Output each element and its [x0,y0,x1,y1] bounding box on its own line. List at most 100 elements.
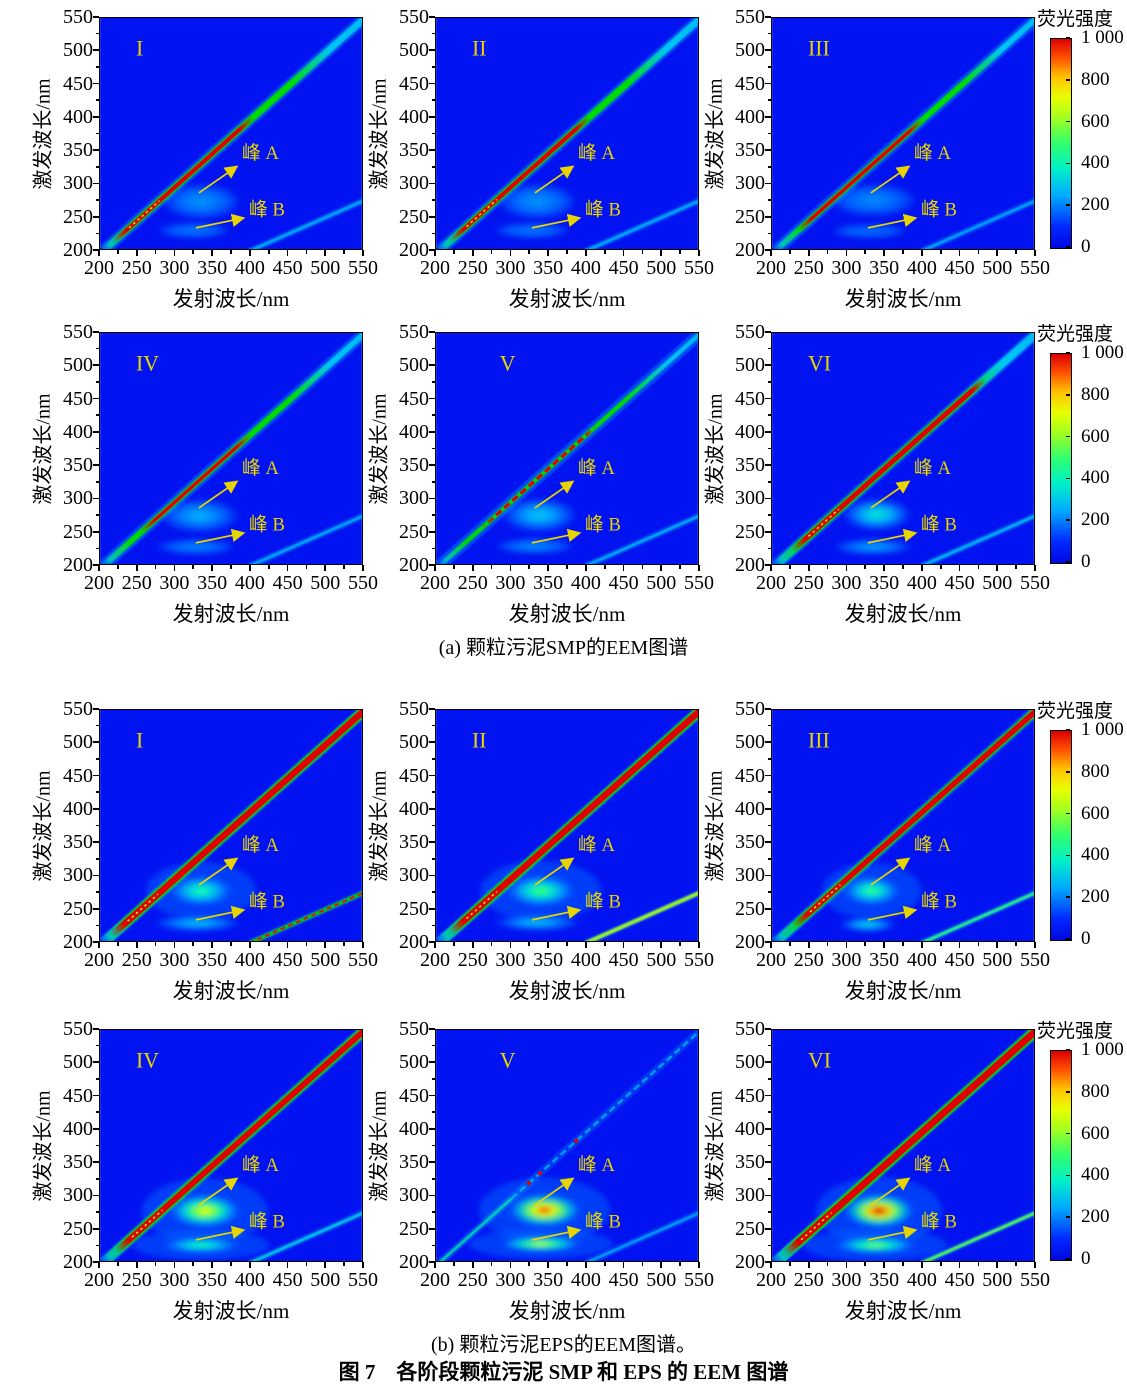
x-axis-minor-tick [192,942,195,946]
y-axis-minor-tick [95,1044,99,1047]
y-tick-label: 450 [399,1084,429,1107]
x-axis-tick [286,1262,289,1268]
subplot-numeral: II [472,729,487,753]
x-axis-tick [883,250,885,256]
colorbar-tick-label: 800 [1081,68,1110,90]
y-axis-title-text: 激发波长/nm [368,1089,391,1202]
y-axis-minor-tick [767,132,771,135]
y-axis-tick [93,1128,99,1130]
y-tick-label: 450 [63,764,93,787]
x-axis-minor-tick [789,250,791,254]
colorbar-tick-label: 400 [1081,844,1110,866]
x-axis-minor-tick [117,942,119,946]
eem-cell-a-I: 激发波长/nm 200 200 250 250 300 300 350 350 400 400 450… [29,7,379,317]
x-tick-label: 300 [495,949,526,971]
y-axis-minor-tick [431,447,435,450]
x-tick-label: 200 [84,257,114,279]
rayleigh-speckle [466,198,498,228]
eem-cell-a-III: 激发波长/nm 200 200 250 250 300 300 350 350 400 400 450… [701,7,1051,317]
y-axis-tick [93,331,99,333]
y-axis-tick [429,741,435,744]
y-axis-tick [429,397,435,400]
rayleigh-speckle [128,200,160,229]
y-tick-label: 500 [399,354,429,377]
x-axis-tick [324,250,327,256]
x-axis-tick [173,942,176,948]
y-axis-minor-tick [767,724,771,727]
y-axis-tick [765,808,771,810]
y-tick-label: 300 [399,172,429,195]
y-axis-minor-tick [767,199,771,201]
x-axis-minor-tick [902,565,904,569]
x-axis-minor-tick [864,1262,867,1266]
rayleigh-speckle [466,890,498,920]
y-axis-title: 激发波长/nm [365,1029,391,1262]
y-tick-label: 550 [63,6,93,28]
x-tick-label: 250 [121,257,152,279]
peak-a-arrow [534,480,575,509]
y-tick-label: 450 [63,72,93,95]
x-axis-title: 发射波长/nm [172,602,290,626]
y-axis-tick [429,1161,435,1163]
x-axis-minor-tick [453,942,455,946]
x-axis-minor-tick [453,565,455,569]
y-tick-label: 250 [399,897,429,920]
y-axis-tick [429,941,435,943]
x-axis-title: 发射波长/nm [844,979,962,1003]
y-tick-label: 400 [63,1117,93,1140]
y-axis-title-text: 激发波长/nm [32,1089,55,1202]
y-axis-tick [93,1061,99,1064]
x-axis-title: 发射波长/nm [508,979,626,1003]
subplot-numeral: I [136,37,143,61]
peak-b-label: 峰 B [921,513,957,535]
x-axis-tick [883,565,885,571]
x-axis-tick [698,942,700,948]
y-tick-label: 200 [735,931,765,953]
y-tick-label: 300 [735,172,765,195]
rayleigh-speckle [809,884,841,913]
y-axis-tick [429,215,435,218]
y-tick-label: 350 [735,1151,765,1174]
eem-cell-b-II: 激发波长/nm 200 200 250 250 300 300 350 350 400 400 450… [365,699,715,1009]
x-tick-label: 350 [533,572,564,594]
y-axis-tick [765,249,771,251]
peak-a-label: 峰 A [914,142,952,164]
peak-b-contour [495,914,579,931]
y-axis-title-text: 激发波长/nm [368,77,391,190]
y-axis-title-text: 激发波长/nm [704,77,727,190]
x-tick-label: 450 [944,949,975,971]
x-axis-minor-tick [343,1262,345,1266]
y-tick-label: 250 [63,520,93,543]
rayleigh-speckle [127,893,159,922]
eem-plot-a-V: V 峰 A 峰 B [435,332,699,565]
y-axis-minor-tick [95,824,99,827]
x-axis-tick [660,942,663,948]
x-axis-tick [362,942,364,948]
x-axis-minor-tick [267,250,270,254]
x-axis-tick [996,250,999,256]
y-axis-minor-tick [95,66,99,68]
y-axis-tick [93,1261,99,1263]
y-axis-tick [93,941,99,943]
x-tick-label: 300 [831,949,862,971]
x-axis-tick [660,1262,663,1268]
x-axis-tick [471,1262,474,1268]
peak-b-contour [803,1228,948,1261]
second-order-scatter-line [587,1212,698,1261]
x-tick-label: 400 [234,572,265,594]
colorbar-tick [1066,246,1070,248]
y-axis-tick [93,464,99,466]
y-tick-label: 300 [63,864,93,887]
y-tick-label: 250 [735,205,765,228]
colorbar-tick [1066,1216,1070,1218]
x-axis-tick [1034,250,1036,256]
y-axis-title-text: 激发波长/nm [704,1089,727,1202]
eem-plot-b-II: II 峰 A 峰 B [435,709,699,942]
x-axis-tick [845,565,848,571]
peak-a-arrow [870,480,911,509]
y-axis-minor-tick [95,724,99,727]
y-tick-label: 250 [399,1217,429,1240]
y-axis-tick [429,530,435,533]
eem-cell-b-VI: 激发波长/nm 200 200 250 250 300 300 350 350 400 400 450… [701,1019,1051,1329]
